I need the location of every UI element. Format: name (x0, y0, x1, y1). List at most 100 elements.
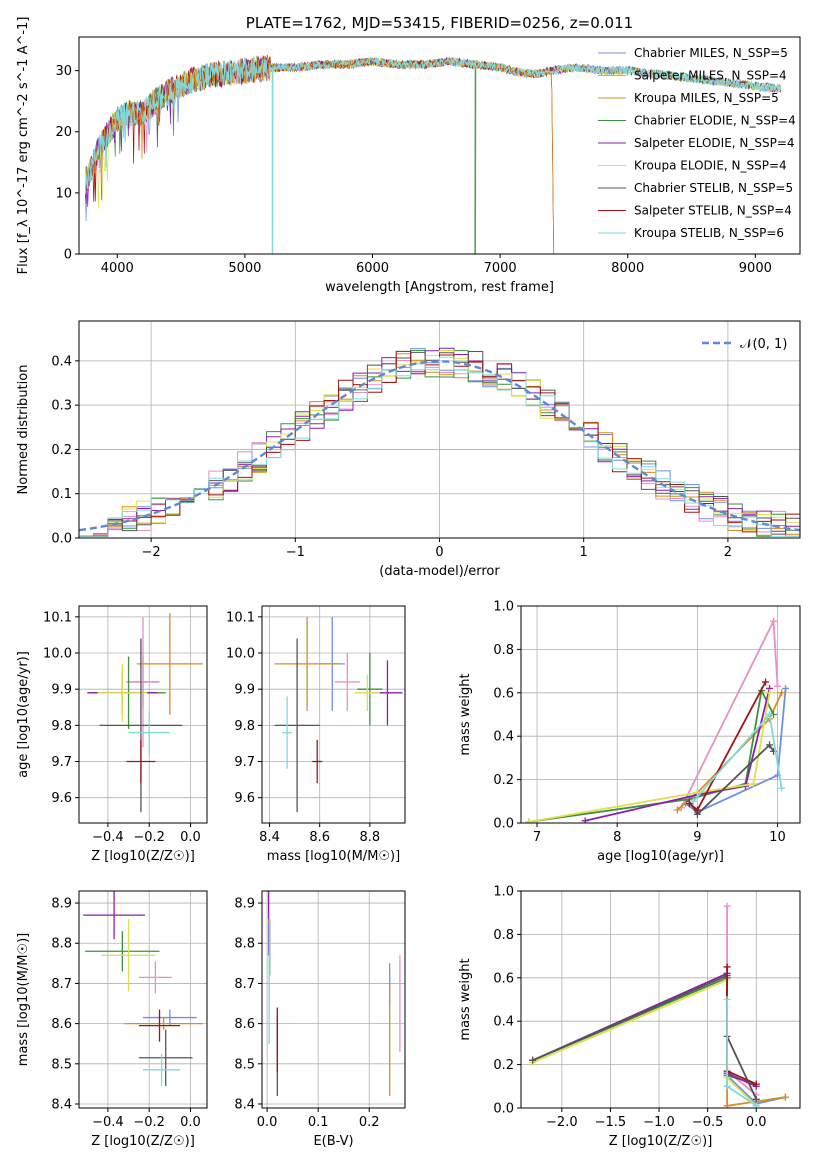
x-tick-label: −1.0 (643, 1115, 675, 1130)
data-point-marker (673, 806, 681, 814)
x-tick-label: −0.4 (92, 1115, 124, 1130)
x-tick-label: 0 (435, 545, 443, 560)
plot-area (84, 54, 782, 254)
y-tick-label: 8.8 (234, 937, 255, 952)
y-axis-label: mass weight (458, 673, 473, 755)
y-tick-label: 0.0 (493, 1102, 514, 1117)
weight-line (532, 974, 758, 1100)
legend-label: Chabrier MILES, N_SSP=5 (634, 46, 788, 60)
y-tick-label: 0.3 (51, 399, 72, 414)
data-point-marker (723, 963, 731, 971)
y-tick-label: 0.8 (493, 643, 514, 658)
y-tick-label: 9.8 (51, 719, 72, 734)
x-tick-label: −0.2 (133, 830, 165, 845)
panel-z-vs-weight: −2.0 −1.5 −1.0 −0.5 0.0 0.0 0.2 0.4 0.6 0.8 1.0 Z [… (458, 885, 801, 1149)
legend-label: Kroupa STELIB, N_SSP=6 (634, 226, 784, 240)
x-tick-label: 7000 (484, 261, 517, 276)
chart-title: PLATE=1762, MJD=53415, FIBERID=0256, z=0… (246, 14, 633, 32)
data-point-marker (685, 799, 693, 807)
data-point-marker (723, 996, 731, 1003)
y-tick-label: 8.4 (234, 1097, 255, 1112)
y-tick-label: 0.2 (493, 773, 514, 788)
y-axis-label: mass weight (458, 958, 473, 1040)
x-tick-label: 9000 (739, 261, 772, 276)
x-tick-label: −0.5 (692, 1115, 724, 1130)
gaussian-curve (79, 360, 800, 532)
x-tick-label: 9 (693, 830, 701, 845)
x-tick-label: −2.0 (546, 1115, 578, 1130)
x-tick-label: 0.1 (308, 1115, 329, 1130)
legend-label: Chabrier STELIB, N_SSP=5 (634, 181, 793, 195)
data-point-marker (752, 1095, 760, 1103)
panel-z-vs-mass: −0.4 −0.2 0.0 8.4 8.5 8.6 8.7 8.8 8.9 Z [log10(Z/… (16, 890, 208, 1149)
y-tick-label: 1.0 (493, 885, 514, 900)
y-tick-label: 10.0 (226, 647, 255, 662)
x-axis-label: E(B-V) (313, 1134, 353, 1149)
plot-area (521, 606, 800, 823)
x-tick-label: −1 (286, 545, 305, 560)
x-tick-label: 2 (724, 545, 732, 560)
x-tick-label: −0.2 (133, 1115, 165, 1130)
legend-label: Chabrier ELODIE, N_SSP=4 (634, 114, 796, 128)
y-tick-label: 8.7 (51, 977, 72, 992)
y-tick-label: 8.7 (234, 977, 255, 992)
panel-ebv-vs-mass: 0.0 0.1 0.2 8.4 8.5 8.6 8.7 8.8 8.9 E(B-V) (234, 890, 406, 1149)
weight-line (688, 681, 767, 812)
x-tick-label: 0.2 (359, 1115, 380, 1130)
y-tick-label: 9.7 (234, 755, 255, 770)
x-tick-label: 0.0 (180, 1115, 201, 1130)
x-tick-label: 8 (613, 830, 621, 845)
y-tick-label: 20 (55, 125, 72, 140)
data-point-marker (766, 711, 774, 718)
data-point-marker (752, 1080, 760, 1088)
y-tick-label: 8.5 (234, 1057, 255, 1072)
x-tick-label: −1.5 (595, 1115, 627, 1130)
x-axis-label: Z [log10(Z/Z☉)] (609, 1134, 713, 1149)
data-point-marker (781, 1093, 789, 1101)
data-point-marker (778, 784, 786, 792)
y-tick-label: 9.8 (234, 719, 255, 734)
y-tick-label: 9.6 (51, 791, 72, 806)
x-tick-label: 8000 (611, 261, 644, 276)
data-point-marker (529, 1056, 537, 1064)
y-tick-label: 0 (64, 248, 72, 263)
axes-frame (520, 605, 801, 824)
axes-frame (78, 36, 801, 255)
y-tick-label: 0.8 (493, 928, 514, 943)
y-tick-label: 9.6 (234, 791, 255, 806)
y-tick-label: 0.6 (493, 971, 514, 986)
y-tick-label: 9.9 (234, 683, 255, 698)
y-tick-label: 0.2 (51, 443, 72, 458)
axes-frame (78, 890, 208, 1109)
y-tick-label: 0.4 (51, 354, 72, 369)
panel-residuals: −2 −1 0 1 2 0.0 0.1 0.2 0.3 0.4 (data-model)/error… (16, 320, 801, 579)
y-tick-label: 10.1 (43, 610, 72, 625)
spectrum-line (84, 56, 782, 254)
weight-line (684, 688, 787, 814)
legend-label: 𝒩(0, 1) (740, 337, 787, 352)
axes-frame (261, 605, 406, 824)
x-axis-label: wavelength [Angstrom, rest frame] (325, 280, 554, 295)
data-point-marker (723, 902, 731, 910)
legend-label: Kroupa MILES, N_SSP=5 (634, 91, 779, 105)
x-tick-label: 8.6 (309, 830, 330, 845)
y-tick-label: 8.5 (51, 1057, 72, 1072)
x-tick-label: −2 (142, 545, 161, 560)
legend: Chabrier MILES, N_SSP=5 Salpeter MILES, N… (598, 46, 796, 240)
data-point-marker (766, 741, 774, 749)
y-tick-label: 0.2 (493, 1058, 514, 1073)
y-tick-label: 0.4 (493, 730, 514, 745)
x-tick-label: 0.0 (746, 1115, 767, 1130)
data-point-marker (693, 806, 701, 814)
data-point-marker (778, 689, 786, 697)
y-tick-label: 8.9 (234, 897, 255, 912)
y-tick-label: 8.9 (51, 897, 72, 912)
x-tick-label: 4000 (101, 261, 134, 276)
y-tick-label: 10.1 (226, 610, 255, 625)
axes-frame (261, 890, 406, 1109)
x-tick-label: 8.4 (259, 830, 280, 845)
x-axis-label: (data-model)/error (379, 564, 500, 579)
x-tick-label: 5000 (228, 261, 261, 276)
data-point-marker (782, 684, 790, 692)
legend: 𝒩(0, 1) (702, 337, 787, 352)
